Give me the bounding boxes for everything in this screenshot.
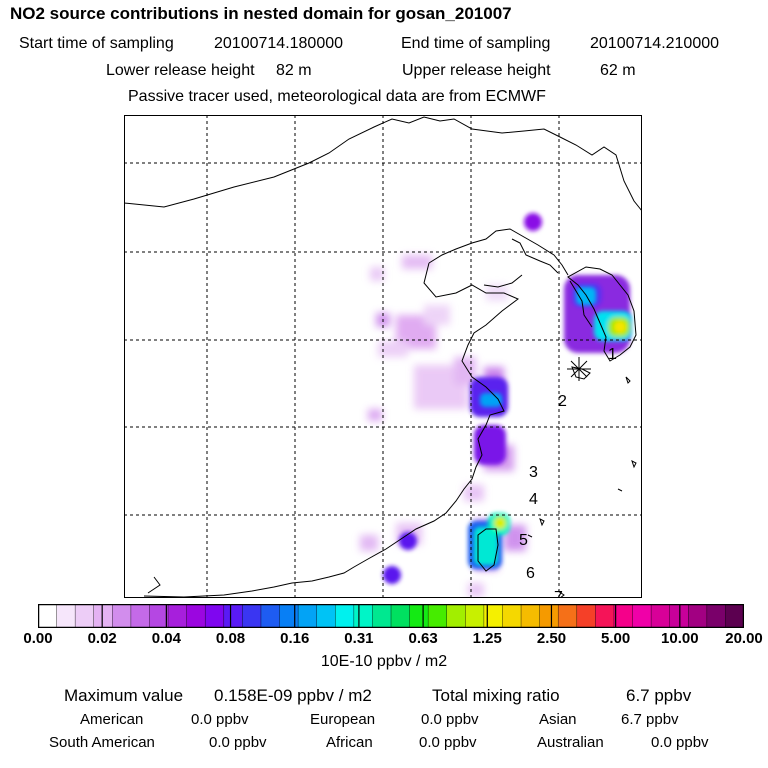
site-label-4: 4 <box>529 491 538 508</box>
colorbar-cell <box>651 604 671 628</box>
colorbar-tick-label: 0.04 <box>151 630 181 647</box>
colorbar-tick-label: 0.08 <box>215 630 246 647</box>
map-grid <box>124 115 642 598</box>
colorbar-cell <box>223 604 243 628</box>
colorbar-cell <box>539 604 559 628</box>
colorbar-cell <box>576 604 596 628</box>
colorbar-tick-label: 0.02 <box>87 630 117 647</box>
colorbar-cell <box>725 604 744 628</box>
colorbar-cell <box>632 604 652 628</box>
site-label-1: 1 <box>608 346 617 363</box>
site-label-2: 2 <box>558 393 567 410</box>
colorbar-cell <box>316 604 336 628</box>
colorbar-cell <box>446 604 466 628</box>
colorbar-cell <box>279 604 299 628</box>
colorbar-cell <box>502 604 522 628</box>
receptor-marker <box>567 357 591 381</box>
lower-height-value: 82 m <box>276 62 312 79</box>
colorbar-cell <box>688 604 708 628</box>
region-value: 0.0 ppbv <box>419 734 477 751</box>
map-frame <box>124 115 642 598</box>
colorbar-cell <box>428 604 448 628</box>
lower-height-label: Lower release height <box>106 62 255 79</box>
upper-height-label: Upper release height <box>402 62 551 79</box>
region-name: Asian <box>539 711 577 728</box>
total-mixing-label: Total mixing ratio <box>432 686 560 705</box>
upper-height-value: 62 m <box>600 62 636 79</box>
region-value: 0.0 ppbv <box>651 734 709 751</box>
colorbar-cell <box>56 604 76 628</box>
colorbar-cell <box>595 604 615 628</box>
colorbar-cell <box>205 604 225 628</box>
colorbar-tick-label: 0.16 <box>280 630 310 647</box>
region-value: 0.0 ppbv <box>209 734 267 751</box>
colorbar-cell <box>483 604 504 628</box>
start-time-value: 20100714.180000 <box>214 35 344 52</box>
colorbar-cell <box>149 604 169 628</box>
end-time-value: 20100714.210000 <box>590 35 720 52</box>
region-name: American <box>80 711 144 728</box>
colorbar-tick-label: 0.00 <box>23 630 53 647</box>
colorbar-cell <box>168 604 188 628</box>
region-value: 0.0 ppbv <box>421 711 479 728</box>
region-name: South American <box>49 734 155 751</box>
colorbar-cell <box>391 604 411 628</box>
colorbar-cell <box>465 604 485 628</box>
colorbar-tick-label: 0.63 <box>408 630 438 647</box>
colorbar-cell <box>353 604 374 628</box>
colorbar-cell <box>75 604 95 628</box>
colorbar-tick-label: 0.31 <box>344 630 374 647</box>
region-value: 0.0 ppbv <box>191 711 249 728</box>
end-time-label: End time of sampling <box>401 35 551 52</box>
coastline <box>124 116 642 598</box>
source-contribution-map: 1 2 3 4 5 6 7 <box>124 115 642 598</box>
site-label-3: 3 <box>529 464 538 481</box>
colorbar-cell <box>372 604 392 628</box>
region-name: European <box>310 711 376 728</box>
site-label-7: 7 <box>554 589 563 598</box>
colorbar-cell <box>298 604 318 628</box>
colorbar-cell <box>38 604 58 628</box>
max-value-label: Maximum value <box>64 686 184 705</box>
colorbar-tick-label: 10.00 <box>661 630 699 647</box>
page-title: NO2 source contributions in nested domai… <box>10 4 512 23</box>
colorbar-tick-label: 20.00 <box>725 630 763 647</box>
colorbar-cell <box>409 604 429 628</box>
colorbar-cell <box>613 604 634 628</box>
colorbar-cell <box>93 604 113 628</box>
colorbar-tick-label: 5.00 <box>601 630 631 647</box>
colorbar-unit: 10E-10 ppbv / m2 <box>320 653 448 670</box>
colorbar-cell <box>335 604 355 628</box>
colorbar-cell <box>112 604 132 628</box>
max-value: 0.158E-09 ppbv / m2 <box>214 686 372 705</box>
colorbar-cell <box>186 604 206 628</box>
total-mixing-value: 6.7 ppbv <box>626 686 692 705</box>
colorbar-cell <box>242 604 262 628</box>
region-value: 6.7 ppbv <box>621 711 679 728</box>
region-name: Australian <box>537 734 604 751</box>
site-label-6: 6 <box>526 565 535 582</box>
tracer-note: Passive tracer used, meteorological data… <box>128 88 546 105</box>
colorbar-tick-label: 2.50 <box>536 630 567 647</box>
site-label-5: 5 <box>519 532 528 549</box>
colorbar-cell <box>260 604 281 628</box>
colorbar-cell <box>558 604 578 628</box>
region-name: African <box>326 734 373 751</box>
colorbar-tick-label: 1.25 <box>472 630 502 647</box>
colorbar-cell <box>706 604 727 628</box>
colorbar-cell <box>521 604 541 628</box>
start-time-label: Start time of sampling <box>19 35 174 52</box>
colorbar-cell <box>130 604 151 628</box>
colorbar <box>38 604 744 628</box>
